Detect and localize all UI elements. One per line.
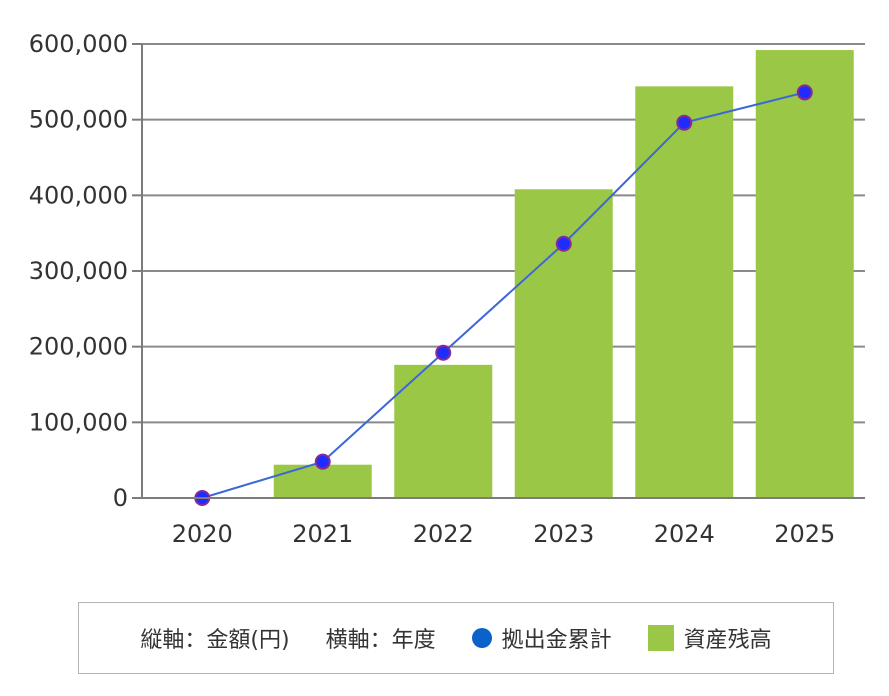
y-tick-label: 600,000 — [29, 30, 128, 58]
bar-asset-balance — [514, 189, 613, 498]
x-tick-label: 2020 — [172, 520, 233, 548]
legend-item-asset-balance: 資産残高 — [647, 622, 772, 654]
bar-asset-balance — [273, 464, 372, 498]
y-tick-label: 200,000 — [29, 333, 128, 361]
bar-series — [273, 50, 854, 498]
y-tick-label: 100,000 — [29, 408, 128, 436]
legend: 縦軸：金額(円) 横軸：年度 拠出金累計 資産残高 — [78, 602, 834, 674]
point-contribution-total — [435, 344, 452, 361]
legend-label-asset-balance: 資産残高 — [683, 628, 772, 653]
legend-label-contribution-total: 拠出金累計 — [501, 628, 612, 653]
legend-horizontal-axis-label: 横軸：年度 — [325, 628, 436, 653]
y-tick-label: 300,000 — [29, 257, 128, 285]
x-tick-label: 2021 — [292, 520, 353, 548]
point-contribution-total — [555, 235, 572, 252]
square-swatch-icon — [647, 625, 674, 651]
circle-marker-icon — [471, 628, 492, 648]
y-tick-label: 0 — [113, 484, 128, 512]
tick-labels: 0 100,000 200,000 300,000 400,000 500,000 600,… — [29, 30, 836, 548]
point-contribution-total — [796, 84, 813, 101]
x-tick-label: 2025 — [774, 520, 835, 548]
axis-layer — [132, 43, 865, 499]
legend-vertical-axis-label: 縦軸：金額(円) — [140, 628, 290, 653]
y-tick-label: 500,000 — [29, 106, 128, 134]
y-tick-label: 400,000 — [29, 181, 128, 209]
bar-asset-balance — [394, 364, 493, 498]
x-tick-label: 2023 — [533, 520, 594, 548]
x-tick-label: 2022 — [413, 520, 474, 548]
x-tick-label: 2024 — [654, 520, 715, 548]
point-contribution-total — [676, 114, 693, 131]
bar-asset-balance — [635, 86, 734, 498]
point-contribution-total — [314, 453, 331, 470]
grid-layer — [142, 43, 865, 424]
legend-item-contribution-total: 拠出金累計 — [471, 622, 612, 654]
line-contribution-total — [201, 91, 805, 499]
bar-asset-balance — [755, 50, 854, 498]
